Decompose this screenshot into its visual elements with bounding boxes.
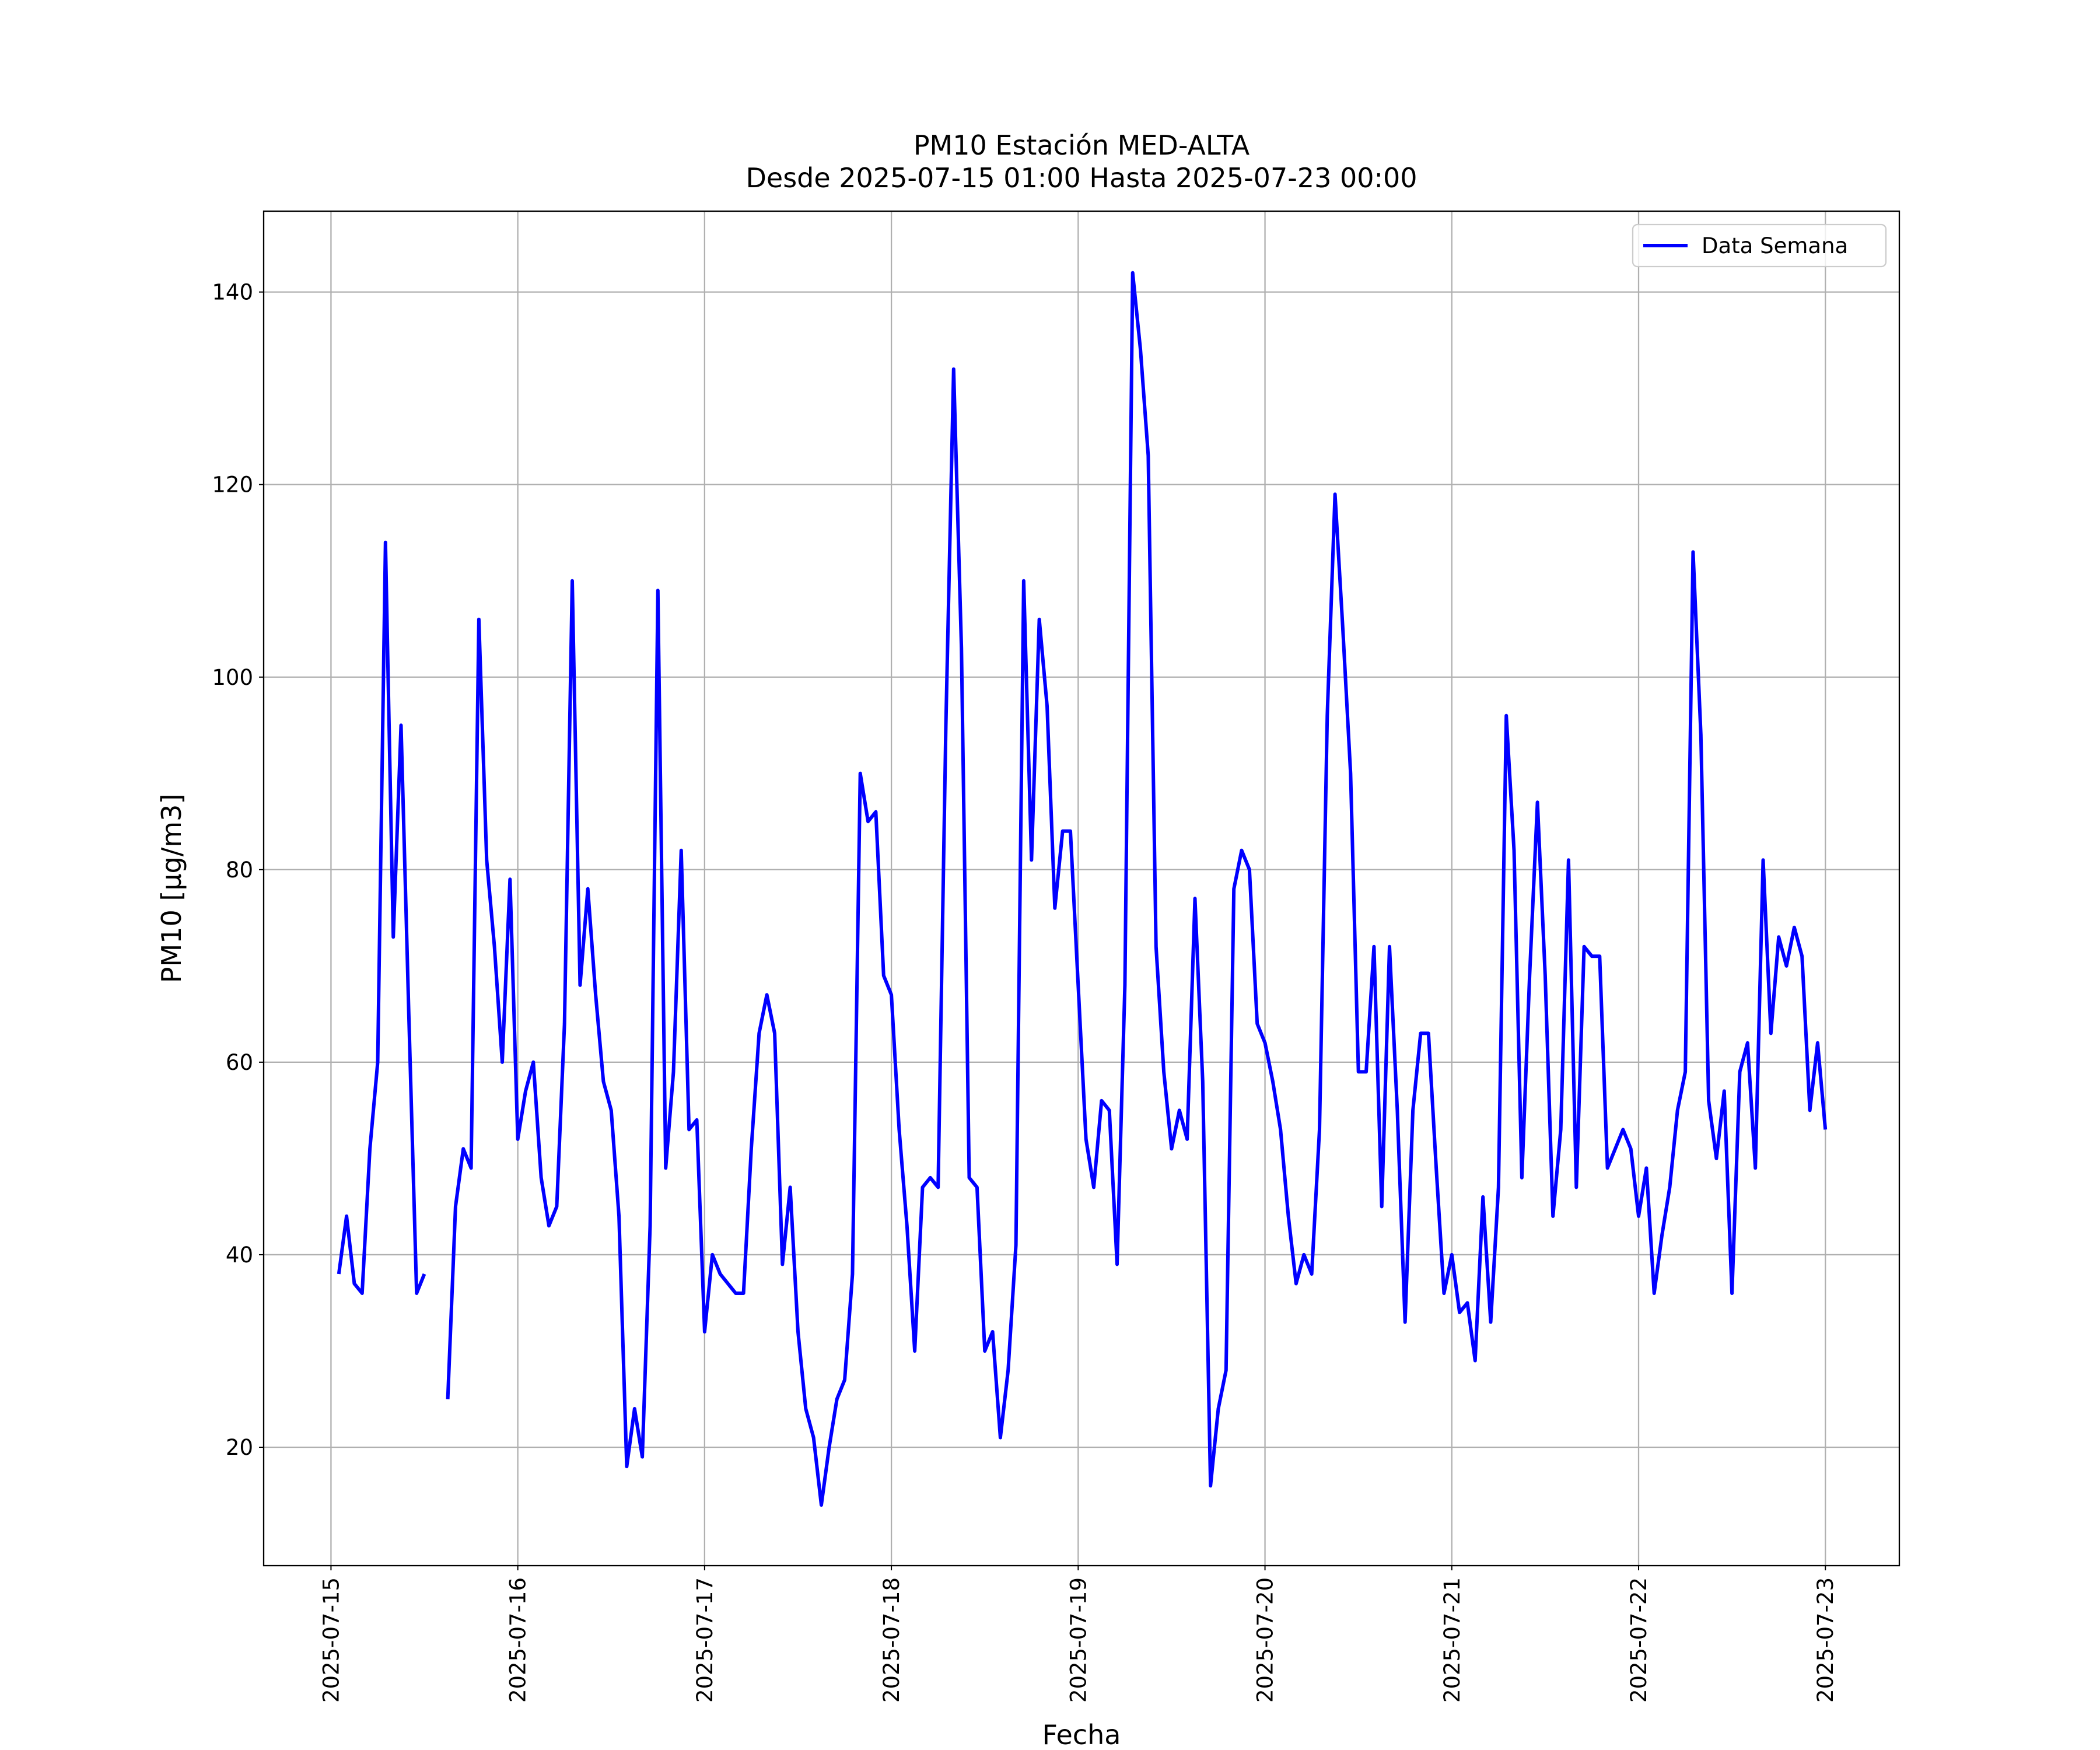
y-axis-label: PM10 [μg/m3] — [156, 794, 187, 984]
x-tick-label: 2025-07-15 — [318, 1577, 344, 1703]
y-tick-label: 100 — [212, 665, 253, 690]
plot-frame — [262, 210, 1901, 1567]
y-tick-label: 40 — [226, 1242, 253, 1268]
x-tick-label: 2025-07-17 — [692, 1577, 718, 1703]
y-tick-label: 140 — [212, 280, 253, 305]
chart-subtitle: Desde 2025-07-15 01:00 Hasta 2025-07-23 … — [746, 162, 1417, 194]
x-axis-label: Fecha — [1042, 1719, 1121, 1750]
x-tick-label: 2025-07-21 — [1440, 1577, 1465, 1703]
y-tick-label: 60 — [226, 1050, 253, 1075]
x-tick-label: 2025-07-19 — [1066, 1577, 1091, 1703]
x-tick-label: 2025-07-22 — [1626, 1577, 1651, 1703]
x-tick-label: 2025-07-16 — [506, 1577, 531, 1703]
y-tick-label: 120 — [212, 473, 253, 498]
y-tick-label: 80 — [226, 858, 253, 883]
x-tick-label: 2025-07-20 — [1253, 1577, 1278, 1703]
legend-label: Data Semana — [1702, 233, 1848, 258]
x-tick-label: 2025-07-18 — [879, 1577, 904, 1703]
chart-title: PM10 Estación MED-ALTA — [914, 130, 1250, 161]
y-tick-label: 20 — [226, 1435, 253, 1460]
legend: Data Semana — [1632, 223, 1887, 268]
data-line — [337, 271, 1828, 1507]
x-tick-label: 2025-07-23 — [1813, 1577, 1838, 1703]
legend-box — [1632, 223, 1887, 268]
